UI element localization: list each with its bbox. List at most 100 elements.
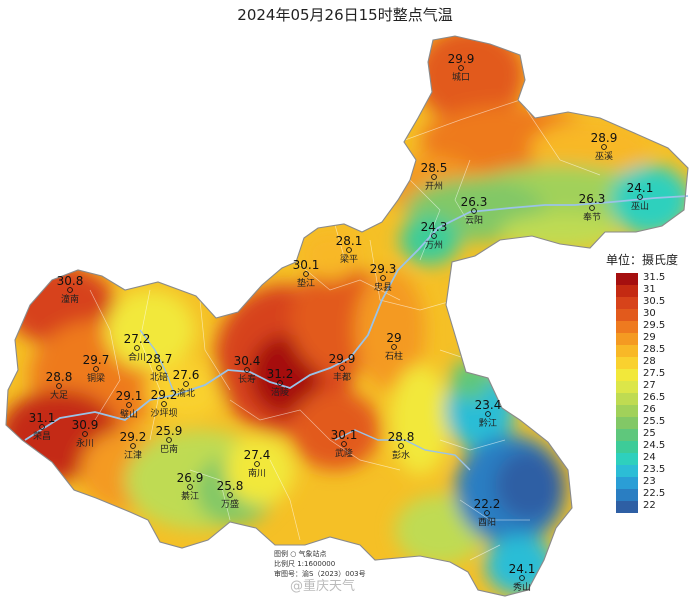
station-dot bbox=[431, 174, 437, 180]
map-title: 2024年05月26日15时整点气温 bbox=[237, 6, 453, 24]
legend-entry: 29 bbox=[616, 332, 686, 345]
legend-swatch bbox=[616, 333, 638, 345]
station-name: 巴南 bbox=[160, 443, 178, 455]
station-marker: 24.1 秀山 bbox=[509, 562, 536, 593]
station-temperature: 31.1 bbox=[29, 411, 56, 425]
station-marker: 29.7 铜梁 bbox=[83, 353, 110, 384]
station-marker: 31.2 涪陵 bbox=[267, 367, 294, 398]
station-dot bbox=[166, 437, 172, 443]
legend-entry: 23 bbox=[616, 476, 686, 489]
station-temperature: 27.6 bbox=[173, 368, 200, 382]
legend-entry: 26 bbox=[616, 404, 686, 417]
legend-label: 26 bbox=[643, 404, 656, 415]
station-name: 沙坪坝 bbox=[150, 408, 177, 419]
station-temperature: 29 bbox=[386, 331, 401, 345]
station-dot bbox=[93, 366, 99, 372]
station-name: 巫山 bbox=[631, 201, 649, 212]
legend-label: 31.5 bbox=[643, 272, 666, 283]
map-approval-note: 审图号：渝S（2023）003号 bbox=[274, 570, 366, 578]
station-temperature: 28.5 bbox=[421, 161, 448, 175]
legend-label: 27.5 bbox=[643, 368, 666, 379]
station-temperature: 26.9 bbox=[177, 471, 204, 485]
station-dot bbox=[589, 205, 595, 211]
station-name: 丰都 bbox=[333, 371, 351, 383]
station-marker: 25.9 巴南 bbox=[156, 424, 183, 455]
station-temperature: 24.1 bbox=[627, 181, 654, 195]
station-dot bbox=[56, 383, 62, 389]
legend-entry: 30 bbox=[616, 308, 686, 321]
station-dot bbox=[341, 441, 347, 447]
legend-swatch bbox=[616, 453, 638, 465]
station-marker: 29.9 丰都 bbox=[329, 352, 356, 383]
station-marker: 30.1 武隆 bbox=[331, 428, 358, 459]
chongqing-boundary bbox=[5, 35, 689, 597]
station-name: 荣昌 bbox=[33, 430, 51, 442]
legend-label: 26.5 bbox=[643, 392, 666, 403]
map-scale-note: 比例尺 1:1600000 bbox=[274, 560, 336, 568]
station-name: 黔江 bbox=[479, 417, 497, 429]
station-temperature: 30.9 bbox=[72, 418, 99, 432]
legend-label: 23.5 bbox=[643, 464, 666, 475]
station-marker: 29.2 江津 bbox=[120, 430, 147, 461]
station-dot bbox=[391, 344, 397, 350]
station-name: 北碚 bbox=[150, 371, 168, 383]
legend-label: 22 bbox=[643, 500, 656, 511]
station-temperature: 28.1 bbox=[336, 234, 363, 248]
legend-label: 28 bbox=[643, 356, 656, 367]
station-temperature: 29.2 bbox=[151, 388, 178, 402]
legend-label: 25.5 bbox=[643, 416, 666, 427]
legend-label: 24 bbox=[643, 452, 656, 463]
station-temperature: 30.8 bbox=[57, 274, 84, 288]
legend-entry: 25.5 bbox=[616, 416, 686, 429]
station-name: 万盛 bbox=[221, 498, 239, 510]
station-marker: 27.6 渝北 bbox=[173, 368, 200, 399]
legend-swatch bbox=[616, 297, 638, 309]
station-dot bbox=[126, 402, 132, 408]
jialing-river bbox=[139, 329, 176, 396]
station-temperature: 30.4 bbox=[234, 354, 261, 368]
station-name: 巫溪 bbox=[595, 150, 613, 162]
legend-swatch bbox=[616, 345, 638, 357]
legend-label: 29 bbox=[643, 332, 656, 343]
station-temperature: 24.3 bbox=[421, 220, 448, 234]
legend-swatch bbox=[616, 465, 638, 477]
station-layer: 29.9 城口 28.9 巫溪 28.5 开州 26.3 云阳 26.3 奉节 24.1 巫山 24.3… bbox=[29, 52, 654, 593]
station-dot bbox=[244, 367, 250, 373]
station-dot bbox=[254, 461, 260, 467]
legend-swatch bbox=[616, 417, 638, 429]
station-dot bbox=[187, 484, 193, 490]
station-name: 涪陵 bbox=[271, 386, 289, 398]
station-dot bbox=[346, 247, 352, 253]
station-name: 城口 bbox=[452, 72, 470, 83]
station-temperature: 25.8 bbox=[217, 479, 244, 493]
station-name: 梁平 bbox=[340, 253, 358, 265]
station-temperature: 29.7 bbox=[83, 353, 110, 367]
station-dot bbox=[130, 443, 136, 449]
legend-label: 24.5 bbox=[643, 440, 666, 451]
legend-swatch bbox=[616, 489, 638, 501]
station-dot bbox=[485, 411, 491, 417]
station-temperature: 26.3 bbox=[461, 195, 488, 209]
legend-entry: 28.5 bbox=[616, 344, 686, 357]
station-name: 潼南 bbox=[61, 293, 79, 305]
station-name: 万州 bbox=[425, 240, 443, 251]
legend-entry: 25 bbox=[616, 428, 686, 441]
station-marker: 26.9 綦江 bbox=[177, 471, 204, 502]
legend-label: 22.5 bbox=[643, 488, 666, 499]
station-marker: 28.8 大足 bbox=[46, 370, 73, 401]
legend-swatch bbox=[616, 477, 638, 489]
legend-entry: 31 bbox=[616, 284, 686, 297]
station-temperature: 28.8 bbox=[46, 370, 73, 384]
station-marker: 30.8 潼南 bbox=[57, 274, 84, 305]
station-name: 石柱 bbox=[385, 350, 403, 362]
station-marker: 24.1 巫山 bbox=[627, 181, 654, 212]
station-dot bbox=[601, 144, 607, 150]
legend-entry: 22.5 bbox=[616, 488, 686, 501]
station-marker: 28.9 巫溪 bbox=[591, 131, 618, 162]
legend-entry: 29.5 bbox=[616, 320, 686, 333]
station-marker: 30.4 长寿 bbox=[234, 354, 261, 385]
legend-label: 23 bbox=[643, 476, 656, 487]
legend-swatch bbox=[616, 321, 638, 333]
legend-entry: 28 bbox=[616, 356, 686, 369]
legend-label: 29.5 bbox=[643, 320, 666, 331]
